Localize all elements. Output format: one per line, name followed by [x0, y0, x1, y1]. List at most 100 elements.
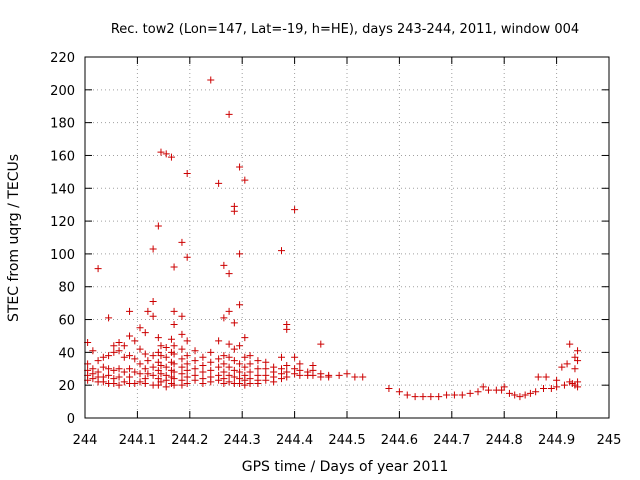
data-point: [141, 365, 149, 373]
data-point: [220, 360, 228, 368]
data-point: [220, 261, 228, 269]
data-point: [207, 76, 215, 84]
data-point: [178, 312, 186, 320]
data-point: [553, 383, 561, 391]
data-point: [183, 170, 191, 178]
data-point: [105, 365, 113, 373]
data-point: [574, 347, 582, 355]
data-point: [359, 373, 367, 381]
data-point: [505, 389, 513, 397]
data-point: [178, 330, 186, 338]
data-point: [191, 357, 199, 365]
data-point: [236, 360, 244, 368]
data-point: [162, 363, 170, 371]
data-point: [144, 370, 152, 378]
data-point: [296, 360, 304, 368]
data-point: [178, 370, 186, 378]
data-point: [199, 368, 207, 376]
data-point: [283, 373, 291, 381]
data-point: [516, 393, 524, 401]
data-point: [149, 371, 157, 379]
data-point: [178, 363, 186, 371]
data-point: [220, 380, 228, 388]
data-point: [241, 353, 249, 361]
data-point: [207, 378, 215, 386]
y-tick-label: 180: [50, 117, 75, 132]
data-point: [170, 375, 178, 383]
data-point: [120, 368, 128, 376]
data-point: [262, 376, 270, 384]
x-tick-label: 244.2: [171, 433, 208, 448]
data-point: [225, 378, 233, 386]
y-tick-label: 60: [58, 314, 75, 329]
data-point: [511, 391, 519, 399]
data-point: [254, 380, 262, 388]
data-point: [105, 371, 113, 379]
x-ticks: 244 244.1 244.2 244.3 244.4 244.5 244.6 244.7 24…: [73, 57, 621, 448]
data-point: [403, 391, 411, 399]
data-point: [241, 381, 249, 389]
data-point: [99, 363, 107, 371]
data-point: [526, 389, 534, 397]
data-point: [89, 375, 97, 383]
data-point: [225, 371, 233, 379]
data-point: [540, 384, 547, 392]
data-point: [191, 365, 199, 373]
data-point: [157, 148, 165, 156]
data-point: [236, 250, 244, 258]
data-point: [110, 380, 118, 388]
data-point: [136, 360, 144, 368]
data-point: [479, 383, 487, 391]
data-point: [99, 353, 107, 361]
data-point: [215, 355, 223, 363]
data-point: [317, 340, 325, 348]
data-point: [170, 360, 178, 368]
x-tick-label: 244.3: [224, 433, 261, 448]
data-point: [141, 350, 149, 358]
data-point: [199, 361, 207, 369]
data-point: [566, 340, 574, 348]
data-point: [183, 253, 191, 261]
data-point: [94, 357, 102, 365]
data-point: [571, 365, 579, 373]
data-point: [215, 337, 223, 345]
data-point: [534, 373, 542, 381]
data-point: [183, 337, 191, 345]
data-point: [207, 358, 215, 366]
y-tick-label: 140: [50, 182, 75, 197]
y-tick-label: 40: [58, 346, 75, 361]
data-point: [343, 370, 351, 378]
data-point: [395, 388, 403, 396]
data-point: [131, 355, 139, 363]
data-point: [136, 324, 144, 332]
data-point: [162, 343, 170, 351]
data-points: [84, 76, 582, 401]
data-point: [278, 353, 285, 361]
data-point: [225, 307, 233, 315]
data-point: [236, 368, 244, 376]
data-point: [170, 368, 178, 376]
data-point: [553, 376, 561, 384]
data-point: [144, 357, 152, 365]
data-point: [126, 332, 134, 340]
data-point: [183, 360, 191, 368]
data-point: [291, 206, 299, 214]
data-point: [149, 363, 157, 371]
data-point: [262, 358, 270, 366]
data-point: [131, 337, 139, 345]
y-tick-label: 100: [50, 248, 75, 263]
data-point: [563, 360, 571, 368]
data-point: [94, 265, 102, 273]
y-tick-label: 0: [67, 412, 75, 427]
data-point: [199, 353, 207, 361]
x-tick-label: 244.6: [381, 433, 418, 448]
data-point: [246, 380, 254, 388]
data-point: [230, 366, 238, 374]
data-point: [99, 378, 107, 386]
data-point: [105, 352, 113, 360]
data-point: [225, 270, 233, 278]
x-tick-label: 244.4: [276, 433, 313, 448]
data-point: [191, 376, 199, 384]
